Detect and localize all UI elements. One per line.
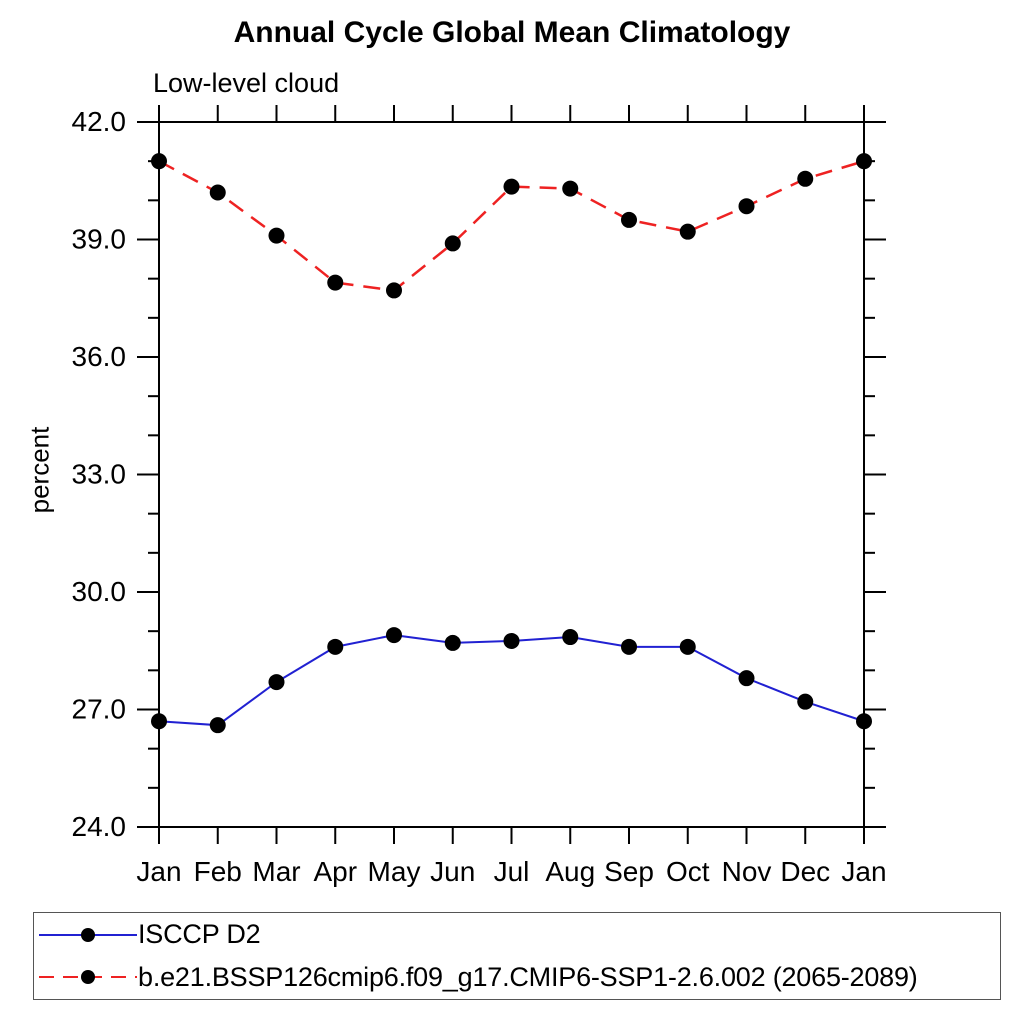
data-point-marker xyxy=(503,178,520,195)
data-point-marker xyxy=(562,629,579,646)
x-tick-label: Oct xyxy=(666,856,710,887)
x-tick-label: May xyxy=(368,856,421,887)
data-point-marker xyxy=(856,153,872,170)
chart-subtitle: Low-level cloud xyxy=(153,68,340,98)
legend-label-isccp: ISCCP D2 xyxy=(138,919,261,950)
legend-sample-dashed-line-icon xyxy=(39,970,137,985)
data-point-marker xyxy=(679,223,696,240)
data-point-marker xyxy=(562,180,579,197)
x-tick-label: Mar xyxy=(252,856,300,887)
y-tick-label: 24.0 xyxy=(72,811,127,842)
x-tick-label: Aug xyxy=(545,856,595,887)
x-tick-label: Jan xyxy=(136,856,181,887)
y-tick-label: 30.0 xyxy=(72,576,127,607)
data-point-marker xyxy=(151,153,167,170)
legend-label-cmip6: b.e21.BSSP126cmip6.f09_g17.CMIP6-SSP1-2.… xyxy=(138,961,918,992)
data-point-marker xyxy=(738,670,755,687)
legend-sample-solid-line-icon xyxy=(39,927,137,942)
x-tick-label: Apr xyxy=(313,856,357,887)
x-tick-label: Jul xyxy=(494,856,530,887)
y-tick-label: 33.0 xyxy=(72,459,127,490)
data-point-marker xyxy=(856,713,872,730)
y-tick-label: 27.0 xyxy=(72,694,127,725)
data-point-marker xyxy=(386,627,402,644)
data-point-marker xyxy=(209,717,226,734)
x-tick-label: Sep xyxy=(604,856,654,887)
data-point-marker xyxy=(621,638,637,655)
plot-border xyxy=(158,121,865,828)
data-point-marker xyxy=(444,235,461,252)
data-point-marker xyxy=(151,713,167,730)
y-tick-label: 36.0 xyxy=(72,341,127,372)
data-point-marker xyxy=(327,638,344,655)
data-point-marker xyxy=(621,211,637,228)
data-point-marker xyxy=(797,693,814,710)
x-tick-label: Dec xyxy=(780,856,830,887)
x-tick-label: Jan xyxy=(841,856,886,887)
legend-item-cmip6: b.e21.BSSP126cmip6.f09_g17.CMIP6-SSP1-2.… xyxy=(34,956,1000,998)
legend-item-isccp: ISCCP D2 xyxy=(34,914,1000,956)
data-point-marker xyxy=(327,274,344,291)
data-point-marker xyxy=(268,674,285,691)
y-tick-label: 42.0 xyxy=(72,106,127,137)
data-point-marker xyxy=(386,282,402,299)
data-point-marker xyxy=(268,227,285,244)
data-point-marker xyxy=(209,184,226,201)
legend: ISCCP D2 b.e21.BSSP126cmip6.f09_g17.CMIP… xyxy=(33,912,1001,1000)
chart-title: Annual Cycle Global Mean Climatology xyxy=(233,16,791,49)
x-tick-label: Nov xyxy=(722,856,772,887)
x-tick-label: Jun xyxy=(430,856,475,887)
data-point-marker xyxy=(679,638,696,655)
y-tick-label: 39.0 xyxy=(72,224,127,255)
x-tick-label: Feb xyxy=(194,856,242,887)
data-point-marker xyxy=(738,198,755,215)
data-point-marker xyxy=(797,170,814,187)
data-point-marker xyxy=(444,634,461,651)
data-point-marker xyxy=(503,632,520,649)
